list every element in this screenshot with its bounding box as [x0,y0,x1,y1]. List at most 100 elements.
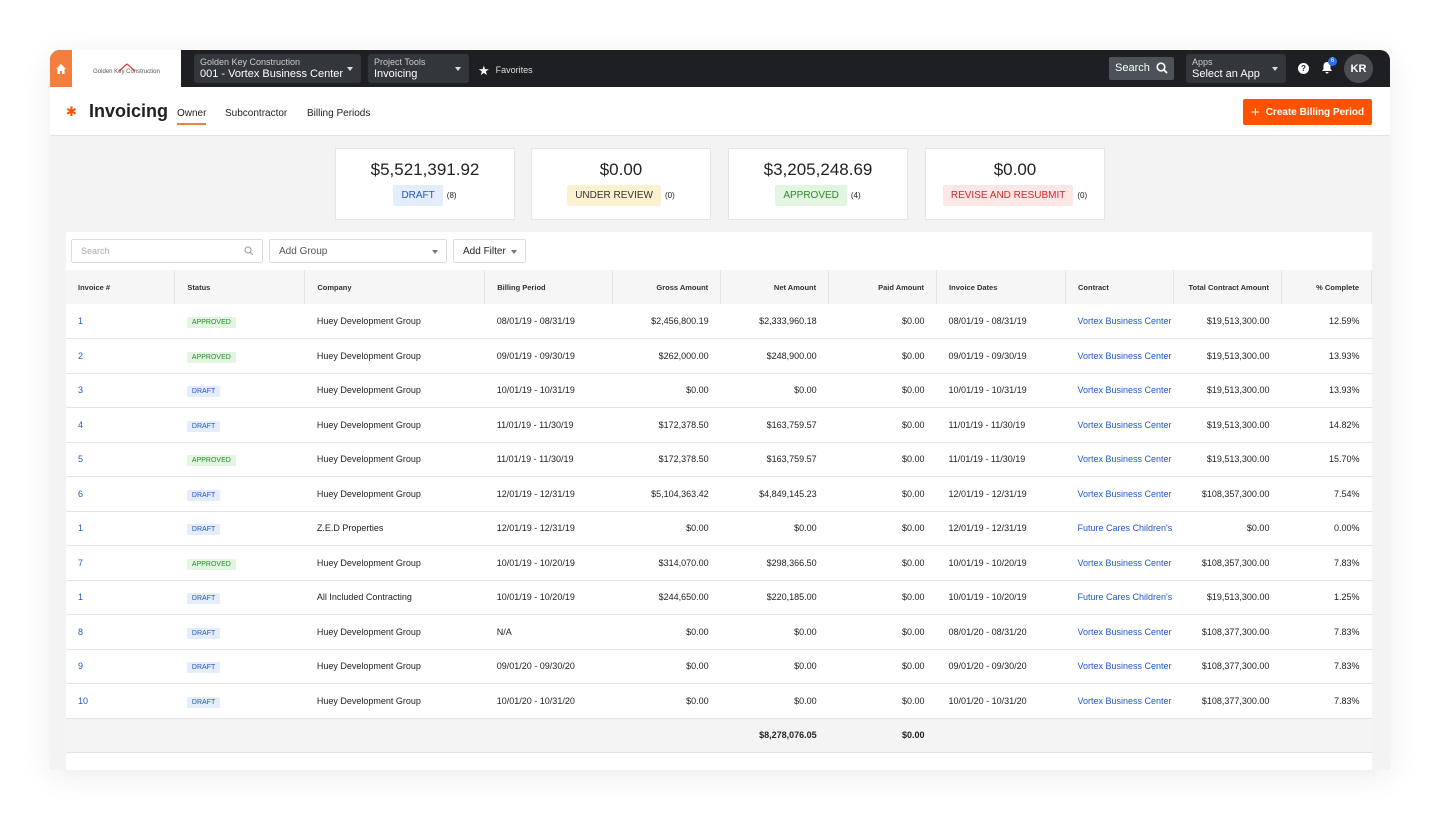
table-row[interactable]: 6 DRAFT Huey Development Group 12/01/19 - 1… [66,476,1372,512]
invoice-link[interactable]: 1 [78,316,84,326]
search-input[interactable]: Search [71,239,263,263]
add-group-dropdown[interactable]: Add Group [269,239,447,263]
tab-subcontractor[interactable]: Subcontractor [225,108,288,119]
contract-link[interactable]: Vortex Business Center [1077,557,1172,568]
cell: $19,513,300.00 [1173,407,1282,443]
contract-link[interactable]: Vortex Business Center [1077,488,1172,499]
total-cell [484,718,613,753]
summary-status-badge: REVISE AND RESUBMIT [942,185,1074,206]
column-header[interactable]: Paid Amount [828,270,938,304]
cell: DRAFT [174,649,305,684]
table-row[interactable]: 1 DRAFT All Included Contracting 10/01/19 -… [66,580,1372,615]
cell: $0.00 [828,338,937,374]
invoice-link[interactable]: 6 [78,488,84,499]
contract-link[interactable]: Future Cares Children's [1077,592,1173,603]
contract-link[interactable]: Future Cares Children's [1077,523,1173,534]
tool-selector[interactable]: Project Tools Invoicing [368,54,469,83]
summary-card[interactable]: $0.00 REVISE AND RESUBMIT (0) [925,148,1105,220]
summary-card[interactable]: $5,521,391.92 DRAFT (8) [335,148,515,220]
table-row[interactable]: 1 APPROVED Huey Development Group 08/01/19 … [66,304,1372,339]
invoice-link[interactable]: 7 [78,557,84,568]
table-row[interactable]: 4 DRAFT Huey Development Group 11/01/19 - 1… [66,407,1372,443]
cell: $2,456,800.19 [612,304,721,339]
cell: 1 [66,511,175,546]
column-header[interactable]: Invoice # [66,270,176,304]
add-filter-button[interactable]: Add Filter [453,239,526,263]
table-row[interactable]: 9 DRAFT Huey Development Group 09/01/20 - 0… [66,649,1372,684]
contract-link[interactable]: Vortex Business Center [1077,695,1172,706]
table-row[interactable]: 10 DRAFT Huey Development Group 10/01/20 - … [66,683,1372,719]
table-row[interactable]: 8 DRAFT Huey Development Group N/A $0.00 $0.0… [66,614,1372,650]
cell: $0.00 [828,614,937,650]
cell: Huey Development Group [304,373,485,408]
favorites-button[interactable]: ★ Favorites [478,63,533,79]
cell: DRAFT [174,511,305,546]
table-row[interactable]: 2 APPROVED Huey Development Group 09/01/19 … [66,338,1372,374]
create-billing-period-button[interactable]: + Create Billing Period [1243,99,1372,125]
contract-link[interactable]: Vortex Business Center [1077,316,1172,326]
cell: $0.00 [828,304,937,339]
cell: $0.00 [828,580,937,615]
column-header[interactable]: Total Contract Amount [1173,270,1282,304]
contract-link[interactable]: Vortex Business Center [1077,454,1172,465]
contract-link[interactable]: Vortex Business Center [1077,419,1172,430]
apps-selector[interactable]: Apps Select an App [1186,54,1286,83]
column-header[interactable]: Net Amount [720,270,830,304]
help-icon[interactable]: ? [1298,63,1309,74]
add-group-label: Add Group [279,246,328,257]
status-badge: DRAFT [186,386,221,398]
table-row[interactable]: 5 APPROVED Huey Development Group 11/01/19 … [66,442,1372,477]
invoice-link[interactable]: 1 [78,592,84,603]
search-button[interactable]: Search [1109,57,1174,80]
cell: $0.00 [612,511,721,546]
contract-link[interactable]: Vortex Business Center [1077,350,1172,361]
table-row[interactable]: 1 DRAFT Z.E.D Properties 12/01/19 - 12/31/1… [66,511,1372,546]
summary-card[interactable]: $0.00 UNDER REVIEW (0) [531,148,711,220]
column-header[interactable]: Billing Period [484,270,614,304]
invoice-link[interactable]: 5 [78,454,84,465]
summary-card[interactable]: $3,205,248.69 APPROVED (4) [728,148,908,220]
cell: $0.00 [828,545,937,581]
contract-link[interactable]: Vortex Business Center [1077,661,1172,672]
cell: APPROVED [174,304,305,339]
total-cell: $8,278,076.05 [720,718,829,753]
invoice-link[interactable]: 3 [78,385,84,396]
total-cell [66,718,175,753]
column-header[interactable]: % Complete [1281,270,1373,304]
cell: Vortex Business Center [1065,649,1174,684]
column-header[interactable]: Status [174,270,306,304]
status-badge: DRAFT [186,696,221,708]
cell: 7.54% [1281,476,1372,512]
total-cell [174,718,305,753]
cell: $163,759.57 [720,407,829,443]
home-button[interactable] [50,50,72,87]
column-header[interactable]: Contract [1065,270,1174,304]
cell: 09/01/20 - 09/30/20 [936,649,1066,684]
contract-link[interactable]: Vortex Business Center [1077,385,1172,396]
invoice-link[interactable]: 4 [78,419,84,430]
invoice-link[interactable]: 8 [78,626,84,637]
cell: 08/01/19 - 08/31/19 [484,304,613,339]
project-selector[interactable]: Golden Key Construction 001 - Vortex Bus… [194,54,361,83]
invoice-link[interactable]: 10 [78,695,89,706]
table-row[interactable]: 3 DRAFT Huey Development Group 10/01/19 - 1… [66,373,1372,408]
cell: Huey Development Group [304,304,485,339]
cell: $2,333,960.18 [720,304,829,339]
notifications-button[interactable]: 6 [1321,57,1337,79]
table-row[interactable]: 7 APPROVED Huey Development Group 10/01/19 … [66,545,1372,581]
cell: Huey Development Group [304,649,485,684]
tab-billing-periods[interactable]: Billing Periods [307,108,371,119]
tab-owner[interactable]: Owner [177,108,207,125]
avatar[interactable]: KR [1344,54,1373,83]
summary-amount: $3,205,248.69 [763,160,873,179]
invoice-link[interactable]: 2 [78,350,84,361]
invoice-link[interactable]: 9 [78,661,84,672]
column-header[interactable]: Company [304,270,486,304]
column-header[interactable]: Gross Amount [612,270,722,304]
cell: 12/01/19 - 12/31/19 [936,476,1066,512]
cell: DRAFT [174,407,305,443]
contract-link[interactable]: Vortex Business Center [1077,626,1172,637]
status-badge: DRAFT [186,489,221,501]
invoice-link[interactable]: 1 [78,523,84,534]
column-header[interactable]: Invoice Dates [936,270,1066,304]
